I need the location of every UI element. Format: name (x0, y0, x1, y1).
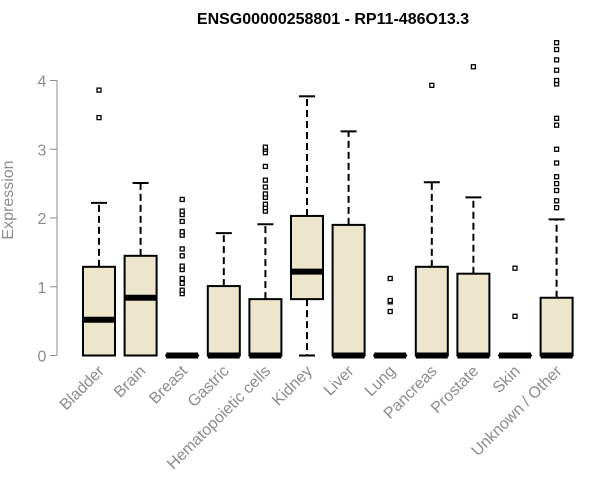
outlier-point (262, 144, 269, 150)
x-tick-label: Breast (146, 362, 191, 407)
outlier-point (179, 263, 185, 269)
outlier-point (553, 77, 560, 84)
outlier-point (553, 57, 560, 63)
outlier-point (179, 196, 185, 203)
outlier-point (553, 67, 560, 73)
outlier-point (179, 275, 185, 282)
y-tick-label: 0 (38, 349, 47, 366)
box-liver (331, 130, 366, 359)
iqr-box (414, 265, 449, 357)
outlier-point (262, 201, 269, 207)
outlier-point (512, 265, 518, 271)
outlier-point (553, 198, 560, 204)
outlier-point (96, 114, 102, 121)
iqr-box (539, 296, 574, 357)
iqr-box (206, 285, 241, 357)
box-pancreas (414, 82, 449, 359)
outlier-point (387, 308, 393, 315)
box-kidney (290, 95, 324, 357)
iqr-box (456, 272, 491, 357)
outlier-point (553, 174, 560, 180)
outlier-point (179, 246, 185, 252)
outlier-point (553, 205, 560, 211)
box-skin (498, 265, 532, 359)
box-lung (373, 275, 408, 359)
box-hematopoietic-cells (248, 144, 283, 359)
outlier-point (179, 280, 185, 286)
box-bladder (82, 87, 116, 357)
x-tick-label: Liver (321, 362, 358, 399)
outlier-point (553, 180, 560, 187)
iqr-box (248, 298, 283, 357)
outlier-point (553, 40, 560, 46)
outlier-point (262, 184, 269, 190)
outlier-point (179, 229, 185, 235)
outlier-point (512, 313, 518, 319)
outlier-point (553, 187, 560, 194)
outlier-point (96, 87, 102, 93)
boxes-group (82, 40, 574, 359)
x-tick-label: Lung (362, 363, 399, 400)
y-axis: 0 1 2 3 4 (38, 74, 58, 366)
y-tick-label: 4 (38, 74, 47, 91)
outlier-point (429, 82, 435, 88)
y-axis-label: Expression (0, 160, 17, 239)
box-gastric (206, 232, 241, 359)
outlier-point (553, 122, 560, 128)
box-breast (165, 196, 200, 359)
x-tick-label: Brain (111, 363, 149, 401)
outlier-point (470, 64, 477, 70)
outlier-point (262, 177, 269, 183)
outlier-point (553, 146, 560, 152)
x-tick-label: Kidney (269, 363, 316, 410)
outlier-point (553, 115, 560, 121)
x-tick-label: Bladder (57, 362, 108, 413)
outlier-point (262, 163, 269, 170)
outlier-point (553, 46, 560, 53)
outlier-point (262, 191, 269, 197)
iqr-box (82, 265, 116, 357)
y-tick-label: 1 (38, 280, 47, 297)
outlier-point (179, 287, 185, 293)
box-prostate (456, 64, 491, 359)
iqr-box (123, 254, 158, 357)
y-tick-label: 3 (38, 142, 47, 159)
outlier-point (553, 160, 560, 166)
chart-title: ENSG00000258801 - RP11-486O13.3 (197, 11, 469, 28)
iqr-box (290, 214, 324, 301)
outlier-point (179, 208, 185, 214)
y-tick-label: 2 (38, 211, 47, 228)
x-tick-label: Skin (490, 363, 524, 397)
outlier-point (387, 297, 393, 304)
outlier-point (387, 275, 393, 282)
outlier-point (179, 253, 185, 259)
box-brain (123, 181, 158, 357)
outlier-point (179, 218, 185, 225)
box-unknown-other (539, 40, 574, 359)
iqr-box (331, 223, 366, 357)
